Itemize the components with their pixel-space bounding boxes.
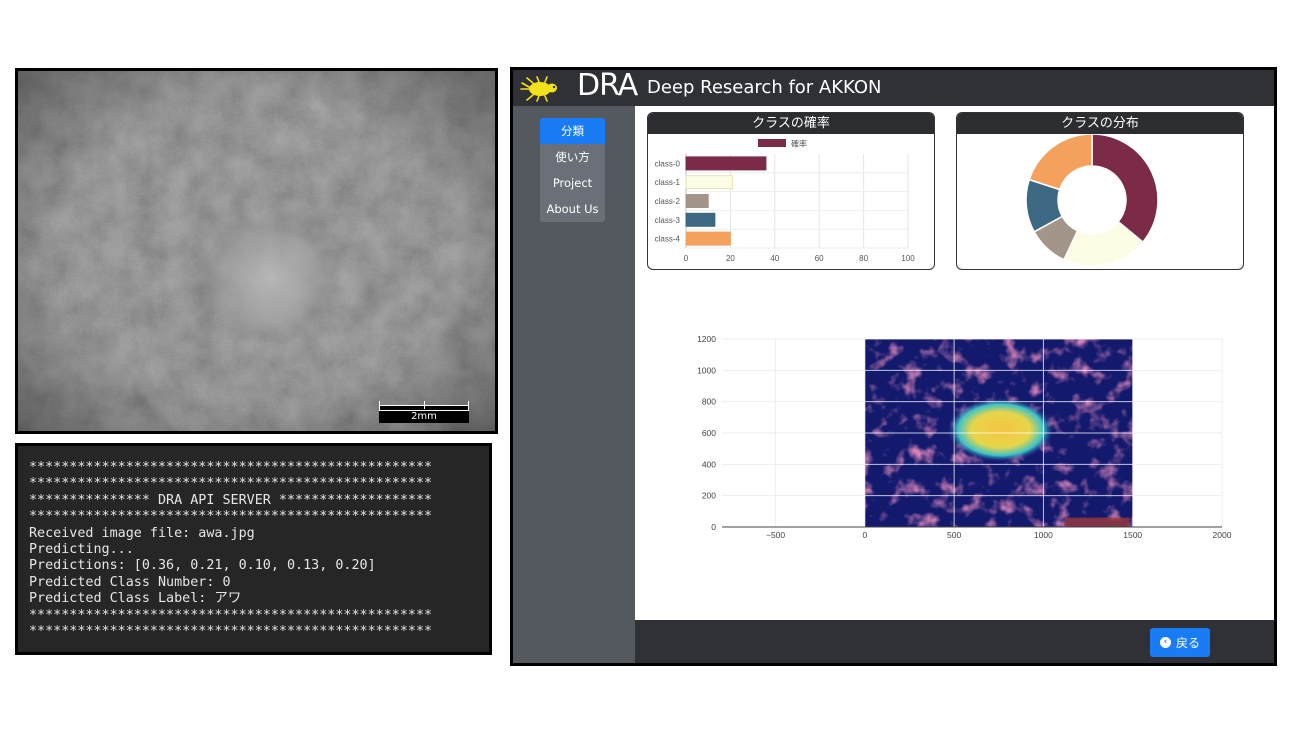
back-button-label: 戻る: [1175, 636, 1200, 650]
terminal-line: *************** DRA API SERVER *********…: [29, 492, 433, 508]
terminal-line: ****************************************…: [29, 460, 433, 475]
probability-card-title: クラスの確率: [648, 113, 934, 134]
terminal-line: Predictions: [0.36, 0.21, 0.10, 0.13, 0.…: [29, 558, 376, 574]
chevron-left-circle-icon: ‹: [1159, 637, 1171, 648]
y-tick-label: class-2: [655, 197, 681, 206]
sidebar-item-about[interactable]: About Us: [546, 202, 599, 216]
y-tick-label: 600: [702, 428, 716, 438]
legend-label: 確率: [791, 139, 807, 149]
micrograph-image: 2mm: [15, 68, 498, 434]
y-tick-label: 0: [711, 522, 716, 532]
main-content: クラスの確率 確率 0 20 40 60 80 100 class-0 class-1 class…: [635, 106, 1274, 663]
distribution-donut-chart: [1025, 133, 1159, 267]
x-tick-label: 0: [684, 254, 689, 263]
bar: [685, 175, 734, 190]
sidebar-item-usage[interactable]: 使い方: [555, 150, 590, 164]
y-tick-label: class-1: [655, 178, 681, 187]
app-topbar: DRA Deep Research for AKKON: [513, 70, 1274, 106]
y-tick-label: 1200: [697, 334, 716, 344]
terminal-line: Received image file: awa.jpg: [29, 525, 255, 541]
donut-slice: [1091, 133, 1159, 244]
x-tick-label: 1500: [1123, 530, 1142, 540]
x-tick-label: 1000: [1034, 530, 1053, 540]
x-tick-label: 0: [862, 530, 867, 540]
y-tick-label: class-0: [655, 159, 681, 168]
y-tick-label: 1000: [697, 365, 716, 375]
probability-bar-chart: 確率 0 20 40 60 80 100 class-0 class-1 class-2 class…: [655, 139, 916, 264]
x-tick-label: 2000: [1213, 530, 1232, 540]
back-button[interactable]: ‹ 戻る: [1150, 628, 1210, 657]
heatmap-bubble: [947, 397, 1055, 462]
x-tick-label: −500: [766, 530, 785, 540]
terminal-output: ****************************************…: [15, 443, 492, 655]
x-tick-label: 40: [770, 254, 779, 263]
x-tick-label: 80: [859, 254, 868, 263]
app-footer: ‹ 戻る: [635, 620, 1274, 663]
bug-icon[interactable]: [519, 76, 559, 102]
sidebar-item-classify[interactable]: 分類: [540, 118, 605, 144]
heatmap-plot[interactable]: −500 0 500 1000 1500 2000 0 200 400 600 800 1000 120…: [655, 331, 1255, 546]
y-tick-label: 200: [702, 491, 716, 501]
scale-bar: 2mm: [379, 401, 469, 423]
terminal-line: ****************************************…: [29, 509, 433, 525]
brand-name[interactable]: DRA: [577, 68, 638, 103]
bar: [685, 231, 731, 246]
x-tick-label: 100: [901, 254, 915, 263]
app-title: Deep Research for AKKON: [647, 77, 882, 98]
app-window: DRA Deep Research for AKKON 分類 使い方 Proje…: [510, 67, 1277, 666]
bar: [685, 156, 767, 171]
y-tick-label: class-4: [655, 235, 681, 244]
y-tick-label: class-3: [655, 216, 681, 225]
terminal-line: Predicted Class Number: 0: [29, 574, 231, 590]
x-tick-label: 20: [726, 254, 735, 263]
terminal-line: ****************************************…: [29, 623, 433, 639]
bar: [685, 212, 716, 227]
micrograph-texture: [18, 71, 495, 431]
donut-slice: [1028, 133, 1093, 191]
terminal-line: ****************************************…: [29, 476, 433, 492]
y-tick-label: 800: [702, 397, 716, 407]
sidebar-item-project[interactable]: Project: [552, 176, 593, 190]
scale-label: 2mm: [379, 411, 469, 423]
x-tick-label: 500: [947, 530, 961, 540]
x-tick-label: 60: [815, 254, 824, 263]
distribution-card: クラスの分布: [956, 112, 1244, 270]
y-tick-label: 400: [702, 459, 716, 469]
terminal-line: ****************************************…: [29, 607, 433, 623]
terminal-line: Predicting...: [29, 541, 134, 557]
heatmap-scalebar-region: [1064, 517, 1130, 527]
sidebar-nav: 分類 使い方 Project About Us: [540, 118, 605, 222]
bar: [685, 194, 709, 208]
distribution-card-title: クラスの分布: [957, 113, 1243, 134]
sidebar: 分類 使い方 Project About Us: [513, 106, 635, 663]
legend-swatch: [758, 139, 786, 147]
probability-card: クラスの確率 確率 0 20 40 60 80 100 class-0 class-1 class…: [647, 112, 935, 270]
terminal-line: Predicted Class Label: アワ: [29, 591, 242, 607]
